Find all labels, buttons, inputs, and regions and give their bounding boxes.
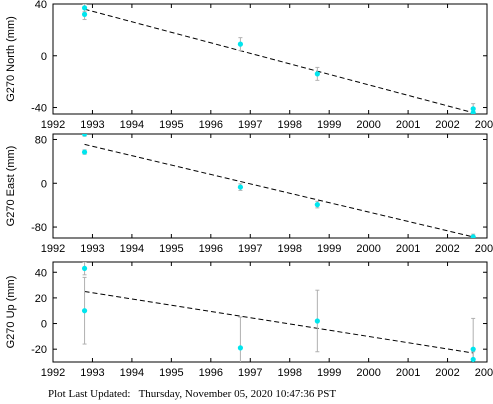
- y-tick-label: 40: [35, 0, 47, 11]
- y-tick-label: 0: [41, 51, 47, 63]
- data-point: [81, 5, 88, 11]
- plot-area: [81, 262, 476, 362]
- y-tick-label: 0: [41, 178, 47, 190]
- data-point: [81, 134, 88, 137]
- x-tick-label: 2000: [356, 119, 380, 131]
- footer-label: Plot Last Updated:: [48, 388, 131, 400]
- data-point: [470, 356, 476, 362]
- y-axis-label: G270 Up (mm): [5, 276, 17, 349]
- y-tick-label: -80: [31, 222, 47, 234]
- data-point: [314, 71, 320, 77]
- x-tick-label: 2003: [475, 243, 493, 255]
- x-tick-label: 2003: [475, 367, 493, 379]
- y-tick-label: 20: [35, 293, 47, 305]
- data-point: [470, 346, 476, 352]
- x-tick-label: 2000: [356, 243, 380, 255]
- plot-frame: [52, 261, 488, 363]
- x-tick-label: 1997: [238, 119, 262, 131]
- x-tick-label: 2003: [475, 119, 493, 131]
- x-tick-label: 1996: [199, 243, 223, 255]
- plot-frame: [52, 133, 488, 239]
- x-tick-label: 1994: [120, 367, 144, 379]
- chart-panel-1: 1992 1993 1994 1995 1996 1997 1998 1999 2000 2001…: [5, 0, 493, 131]
- x-tick-label: 2002: [435, 243, 459, 255]
- x-tick-label: 1995: [159, 119, 183, 131]
- x-tick-label: 1992: [41, 243, 65, 255]
- x-tick-label: 1996: [199, 119, 223, 131]
- data-point: [81, 265, 88, 272]
- x-tick-label: 1998: [277, 119, 301, 131]
- x-tick-label: 1998: [277, 243, 301, 255]
- x-tick-label: 2002: [435, 367, 459, 379]
- trend-line: [84, 290, 474, 354]
- chart-panel-3: 1992 1993 1994 1995 1996 1997 1998 1999 2000 2001…: [5, 261, 493, 379]
- x-tick-label: 1994: [120, 243, 144, 255]
- y-axis-label: G270 North (mm): [5, 16, 17, 102]
- trend-line: [84, 8, 474, 114]
- footer: Plot Last Updated: Thursday, November 05…: [48, 388, 336, 400]
- x-tick-label: 1995: [159, 243, 183, 255]
- x-tick-label: 1992: [41, 367, 65, 379]
- x-tick-label: 1993: [80, 119, 104, 131]
- y-tick-label: -20: [31, 344, 47, 356]
- y-tick-label: -40: [31, 103, 47, 115]
- y-axis-label: G270 East (mm): [5, 146, 17, 227]
- footer-timestamp: Thursday, November 05, 2020 10:47:36 PST: [138, 388, 337, 400]
- x-tick-label: 1993: [80, 243, 104, 255]
- plot-frame: [52, 3, 488, 115]
- x-tick-label: 1999: [317, 243, 341, 255]
- x-tick-label: 2000: [356, 367, 380, 379]
- data-point: [81, 308, 88, 314]
- data-point: [237, 345, 244, 351]
- x-tick-label: 2001: [396, 119, 420, 131]
- y-tick-label: 80: [35, 134, 47, 146]
- x-tick-label: 1992: [41, 119, 65, 131]
- x-tick-label: 1993: [80, 367, 104, 379]
- data-point: [470, 110, 476, 114]
- plot-area: [81, 4, 476, 114]
- x-tick-label: 1994: [120, 119, 144, 131]
- chart-panel-2: 1992 1993 1994 1995 1996 1997 1998 1999 2000 2001…: [5, 133, 493, 255]
- data-point: [81, 149, 88, 155]
- data-point: [314, 202, 320, 208]
- data-point: [470, 106, 476, 112]
- plot-area: [81, 134, 476, 238]
- x-tick-label: 2001: [396, 367, 420, 379]
- x-tick-label: 2002: [435, 119, 459, 131]
- x-tick-label: 1996: [199, 367, 223, 379]
- x-tick-label: 1997: [238, 243, 262, 255]
- data-point: [81, 11, 88, 17]
- x-tick-label: 1999: [317, 119, 341, 131]
- y-tick-label: 0: [41, 319, 47, 331]
- data-point: [237, 184, 244, 190]
- trend-line: [84, 143, 474, 238]
- x-tick-label: 2001: [396, 243, 420, 255]
- y-tick-label: 40: [35, 267, 47, 279]
- x-tick-label: 1999: [317, 367, 341, 379]
- data-point: [314, 318, 320, 324]
- x-tick-label: 1997: [238, 367, 262, 379]
- x-tick-label: 1998: [277, 367, 301, 379]
- data-point: [237, 41, 244, 47]
- x-tick-label: 1995: [159, 367, 183, 379]
- data-point: [470, 234, 476, 238]
